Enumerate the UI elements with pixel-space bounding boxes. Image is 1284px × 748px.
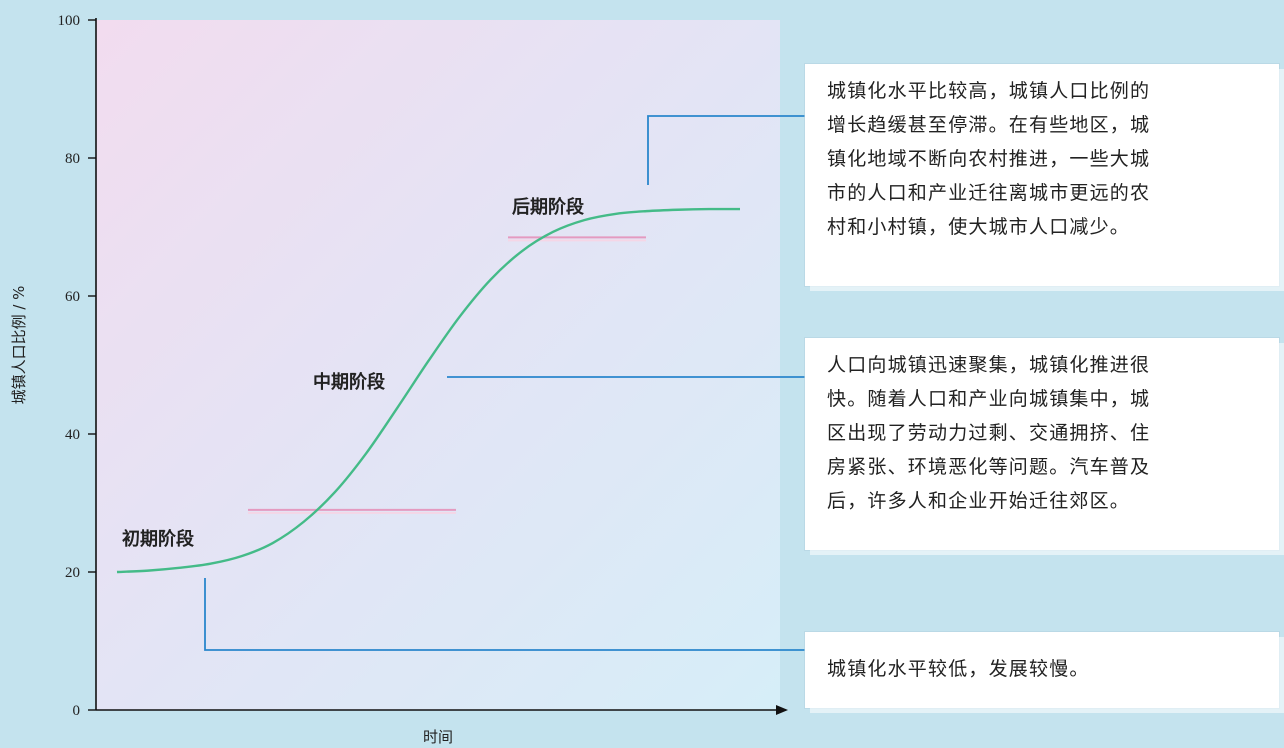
- annotation-text-line: 城镇化水平比较高，城镇人口比例的: [827, 80, 1151, 102]
- y-tick-label: 100: [58, 13, 81, 29]
- annotation-text-line: 城镇化水平较低，发展较慢。: [827, 658, 1090, 680]
- annotation-card: 人口向城镇迅速聚集，城镇化推进很 快。随着人口和产业向城镇集中，城 区出现了劳动力过…: [805, 338, 1279, 550]
- annotation-connector: [204, 578, 836, 651]
- y-tick-label: 60: [65, 289, 80, 305]
- annotation-connector: [647, 115, 838, 185]
- annotation-text-line: 房紧张、环境恶化等问题。汽车普及: [827, 456, 1151, 478]
- annotation-text-line: 村和小村镇，使大城市人口减少。: [827, 216, 1131, 238]
- y-tick-label: 40: [65, 427, 80, 443]
- annotation-text-line: 市的人口和产业迁往离城市更远的农: [827, 182, 1151, 204]
- annotation-text-line: 快。随着人口和产业向城镇集中，城: [827, 388, 1151, 410]
- annotation-text-line: 后，许多人和企业开始迁往郊区。: [827, 490, 1131, 512]
- annotation-text-line: 人口向城镇迅速聚集，城镇化推进很: [827, 354, 1151, 376]
- annotation-card: 城镇化水平较低，发展较慢。: [805, 632, 1279, 708]
- annotation-text-line: 增长趋缓甚至停滞。在有些地区，城: [827, 114, 1151, 136]
- y-tick-label: 0: [73, 703, 81, 719]
- annotation-text-line: 区出现了劳动力过剩、交通拥挤、住: [827, 422, 1151, 444]
- plot-area: [96, 20, 780, 710]
- y-axis-label: 城镇人口比例 / %: [10, 286, 28, 405]
- stage-label: 初期阶段: [122, 528, 195, 550]
- annotation-text-line: 镇化地域不断向农村推进，一些大城: [827, 148, 1151, 170]
- y-tick-label: 20: [65, 565, 80, 581]
- series-line: [116, 207, 741, 574]
- y-tick-label: 80: [65, 151, 80, 167]
- annotation-card: 城镇化水平比较高，城镇人口比例的 增长趋缓甚至停滞。在有些地区，城 镇化地域不断向农…: [805, 64, 1279, 286]
- stage-label: 中期阶段: [313, 371, 386, 393]
- x-axis-label: 时间: [423, 728, 453, 746]
- stage-label: 后期阶段: [512, 196, 585, 218]
